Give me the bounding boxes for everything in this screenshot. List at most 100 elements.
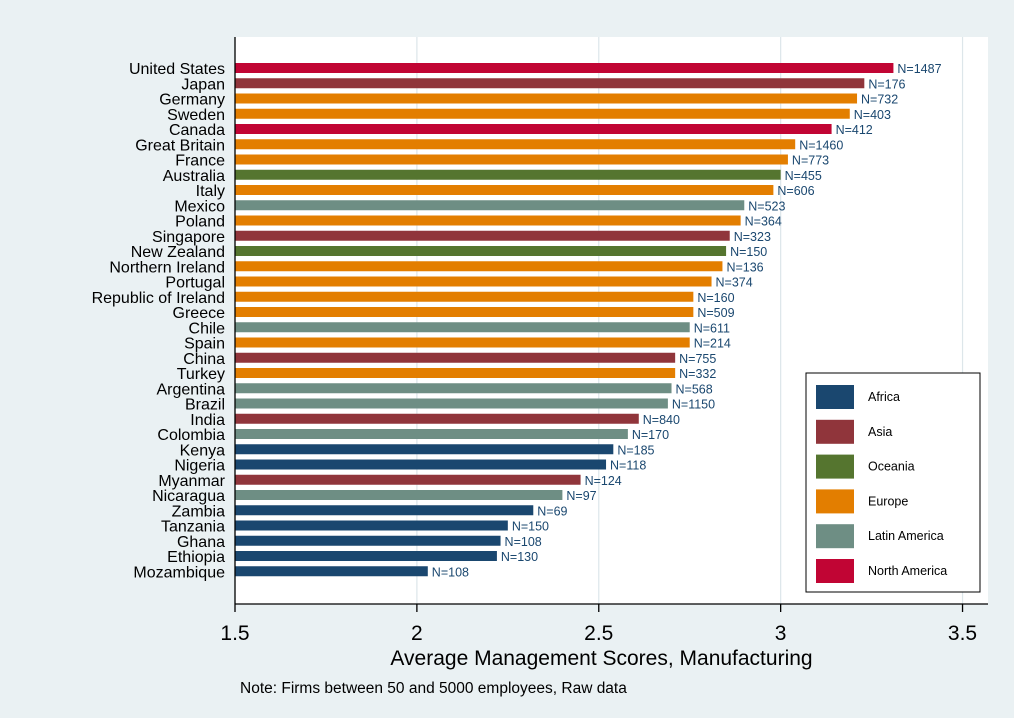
n-label: N=364 xyxy=(745,215,782,229)
bar xyxy=(235,535,501,546)
bar xyxy=(235,398,668,409)
bar xyxy=(235,566,428,577)
n-label: N=160 xyxy=(697,291,734,305)
country-label: Tanzania xyxy=(161,519,225,536)
bar xyxy=(235,124,832,134)
country-label: Mexico xyxy=(174,198,225,215)
country-label: Brazil xyxy=(185,397,225,414)
n-label: N=69 xyxy=(537,504,567,518)
n-label: N=455 xyxy=(785,169,822,183)
legend-swatch xyxy=(816,489,854,514)
bar xyxy=(235,78,865,89)
n-label: N=773 xyxy=(792,154,829,168)
country-label: Australia xyxy=(163,168,225,185)
country-label: Japan xyxy=(181,76,225,93)
country-label: Greece xyxy=(173,305,226,322)
n-label: N=170 xyxy=(632,428,669,442)
country-label: New Zealand xyxy=(131,244,225,261)
bar xyxy=(235,413,639,424)
bar xyxy=(235,490,563,500)
country-label: Nicaragua xyxy=(152,488,225,505)
n-label: N=176 xyxy=(868,77,905,91)
bar xyxy=(235,307,694,317)
n-label: N=130 xyxy=(501,550,538,564)
country-label: United States xyxy=(129,61,225,78)
chart-note: Note: Firms between 50 and 5000 employee… xyxy=(240,680,627,697)
bar xyxy=(235,63,894,73)
bar xyxy=(235,154,788,165)
country-label: France xyxy=(175,153,225,170)
country-label: Germany xyxy=(159,92,225,109)
n-label: N=108 xyxy=(432,565,469,579)
legend-label: Latin America xyxy=(868,529,944,543)
legend-swatch xyxy=(816,385,854,409)
country-label: Colombia xyxy=(157,427,225,444)
x-tick-label: 2.5 xyxy=(584,622,613,645)
bar xyxy=(235,551,497,561)
country-label: Great Britain xyxy=(135,137,225,154)
n-label: N=606 xyxy=(777,184,814,198)
country-label: Turkey xyxy=(177,366,225,383)
country-label: Canada xyxy=(169,122,225,139)
axes: 1.5 2 2.5 3 3.5 xyxy=(220,37,988,645)
n-label: N=509 xyxy=(697,306,734,320)
legend: Africa Asia Oceania Europe Latin America Nort… xyxy=(805,372,981,593)
bars xyxy=(235,63,894,577)
bar xyxy=(235,169,781,180)
bar xyxy=(235,230,730,241)
n-label: N=150 xyxy=(512,520,549,534)
n-label: N=403 xyxy=(854,108,891,122)
x-axis-title: Average Management Scores, Manufacturing xyxy=(390,647,812,670)
n-label: N=1460 xyxy=(799,138,843,152)
country-label: Italy xyxy=(196,183,225,200)
x-tick-label: 1.5 xyxy=(220,622,249,645)
legend-label: Africa xyxy=(868,390,900,404)
country-label: Zambia xyxy=(172,503,225,520)
bar xyxy=(235,93,858,104)
country-label: Republic of Ireland xyxy=(92,290,225,307)
n-label: N=755 xyxy=(679,352,716,366)
n-label: N=332 xyxy=(679,367,716,381)
country-label: Ethiopia xyxy=(167,549,225,566)
n-label: N=374 xyxy=(716,276,753,290)
country-label: Spain xyxy=(184,336,225,353)
legend-swatch xyxy=(816,454,854,479)
bar xyxy=(235,505,534,516)
bar xyxy=(235,246,727,256)
country-label: Mozambique xyxy=(133,564,225,581)
legend-swatch xyxy=(816,524,854,549)
bar xyxy=(235,108,850,119)
n-label: N=136 xyxy=(726,260,763,274)
bar xyxy=(235,337,690,348)
country-label: Kenya xyxy=(180,442,225,459)
country-labels: United StatesJapanGermanySwedenCanadaGre… xyxy=(92,61,226,581)
bar xyxy=(235,429,628,439)
n-label: N=1487 xyxy=(897,62,941,76)
n-label: N=323 xyxy=(734,230,771,244)
bar xyxy=(235,261,723,272)
legend-label: North America xyxy=(868,564,947,578)
n-label: N=97 xyxy=(566,489,596,503)
country-label: Singapore xyxy=(152,229,225,246)
country-label: Sweden xyxy=(167,107,225,124)
n-label: N=732 xyxy=(861,93,898,107)
bar xyxy=(235,215,741,226)
bar xyxy=(235,352,676,363)
n-label: N=185 xyxy=(617,443,654,457)
bar xyxy=(235,185,774,195)
x-tick-label: 3.5 xyxy=(948,622,977,645)
x-tick-label: 2 xyxy=(411,622,423,645)
legend-swatch xyxy=(816,419,854,444)
bar xyxy=(235,459,607,470)
legend-swatch xyxy=(816,559,854,583)
n-label: N=611 xyxy=(694,321,730,335)
n-label: N=1150 xyxy=(672,398,715,412)
legend-label: Oceania xyxy=(868,460,915,474)
country-label: Chile xyxy=(189,320,226,337)
bar xyxy=(235,322,690,333)
n-label: N=412 xyxy=(836,123,873,137)
bar xyxy=(235,474,581,485)
country-label: Nigeria xyxy=(174,458,225,475)
